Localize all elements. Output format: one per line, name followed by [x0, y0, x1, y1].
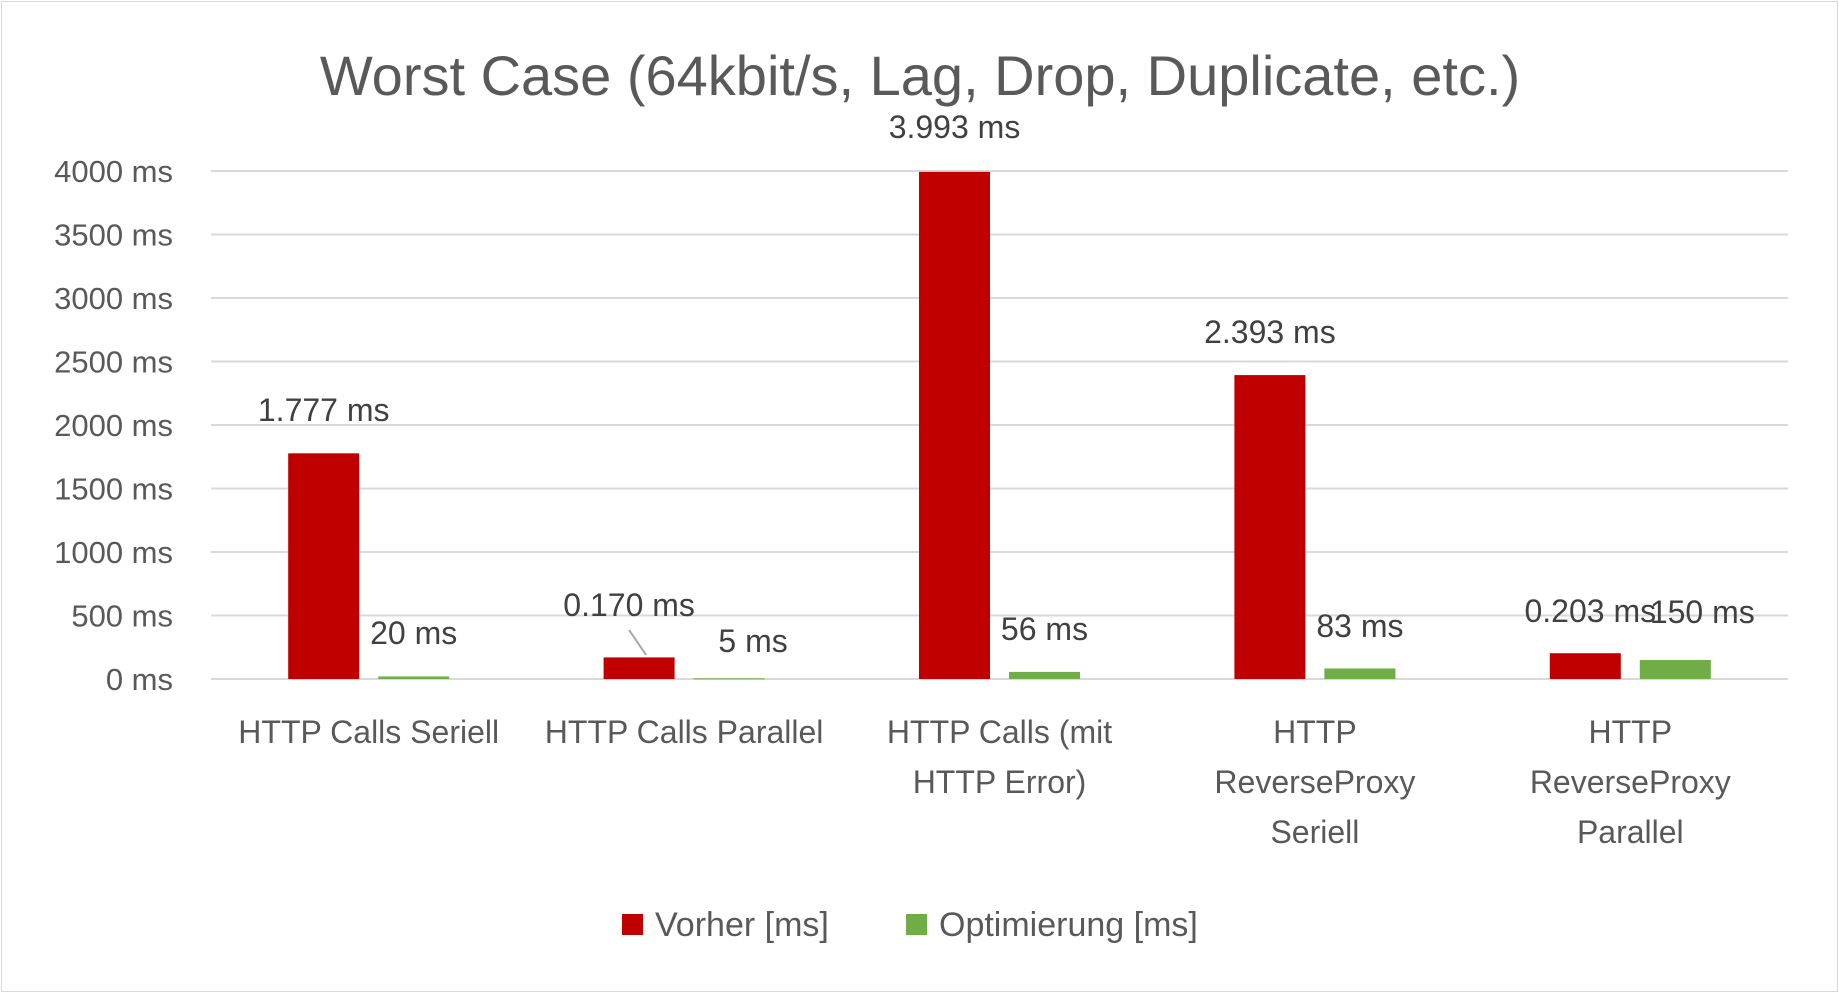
x-category-label: HTTP Calls Parallel: [545, 714, 824, 750]
x-category-label: HTTP Error): [913, 764, 1087, 800]
data-label: 0.203 ms: [1524, 593, 1656, 629]
x-category-label: Seriell: [1270, 814, 1359, 850]
data-label: 150 ms: [1650, 594, 1755, 630]
data-label: 1.777 ms: [258, 392, 390, 428]
bar-optimierung: [1639, 659, 1711, 679]
y-tick-label: 1000 ms: [54, 535, 173, 570]
y-tick-label: 2500 ms: [54, 345, 173, 380]
y-tick-label: 4000 ms: [54, 154, 173, 189]
data-label: 2.393 ms: [1204, 314, 1336, 350]
data-label: 3.993 ms: [889, 109, 1021, 145]
legend-label: Optimierung [ms]: [939, 906, 1198, 944]
y-tick-label: 3000 ms: [54, 281, 173, 316]
data-label: 5 ms: [718, 623, 787, 659]
x-category-label: HTTP: [1589, 714, 1673, 750]
data-labels: 1.777 ms 0.170 ms 3.993 ms 2.393 ms 0.203 ms…: [258, 109, 1755, 659]
bar-vorher: [919, 171, 990, 679]
y-tick-label: 2000 ms: [54, 408, 173, 443]
data-label: 56 ms: [1001, 611, 1088, 647]
x-axis: HTTP Calls Seriell HTTP Calls Parallel HTT…: [238, 714, 1730, 850]
data-label: 20 ms: [370, 615, 457, 651]
x-category-label: Parallel: [1577, 814, 1684, 850]
gridlines: [211, 170, 1788, 680]
bar-optimierung: [1009, 671, 1080, 679]
y-tick-label: 0 ms: [106, 662, 173, 697]
leader-line: [628, 629, 647, 656]
bars: [288, 171, 1711, 680]
bar-vorher: [288, 453, 360, 679]
x-category-label: HTTP: [1273, 714, 1357, 750]
y-tick-label: 1500 ms: [54, 472, 173, 507]
bar-optimierung: [378, 676, 450, 679]
y-tick-label: 3500 ms: [54, 218, 173, 253]
x-category-label: HTTP Calls Seriell: [238, 714, 499, 750]
bar-vorher: [1234, 375, 1306, 679]
bar-vorher: [603, 657, 675, 679]
data-label: 0.170 ms: [563, 587, 695, 623]
bar-optimierung: [1324, 668, 1396, 679]
legend: Vorher [ms] Optimierung [ms]: [622, 906, 1198, 944]
x-category-label: ReverseProxy: [1530, 764, 1731, 800]
legend-swatch-optimierung: [906, 914, 927, 935]
data-label: 83 ms: [1316, 608, 1403, 644]
legend-swatch-vorher: [622, 914, 643, 935]
y-axis: 0 ms 500 ms 1000 ms 1500 ms 2000 ms 2500 ms 30…: [54, 154, 173, 697]
legend-label: Vorher [ms]: [655, 906, 829, 944]
bar-vorher: [1549, 653, 1621, 679]
y-tick-label: 500 ms: [71, 599, 173, 634]
x-category-label: ReverseProxy: [1214, 764, 1415, 800]
bar-optimierung: [693, 678, 765, 680]
chart-title: Worst Case (64kbit/s, Lag, Drop, Duplica…: [320, 44, 1520, 107]
x-category-label: HTTP Calls (mit: [887, 714, 1112, 750]
